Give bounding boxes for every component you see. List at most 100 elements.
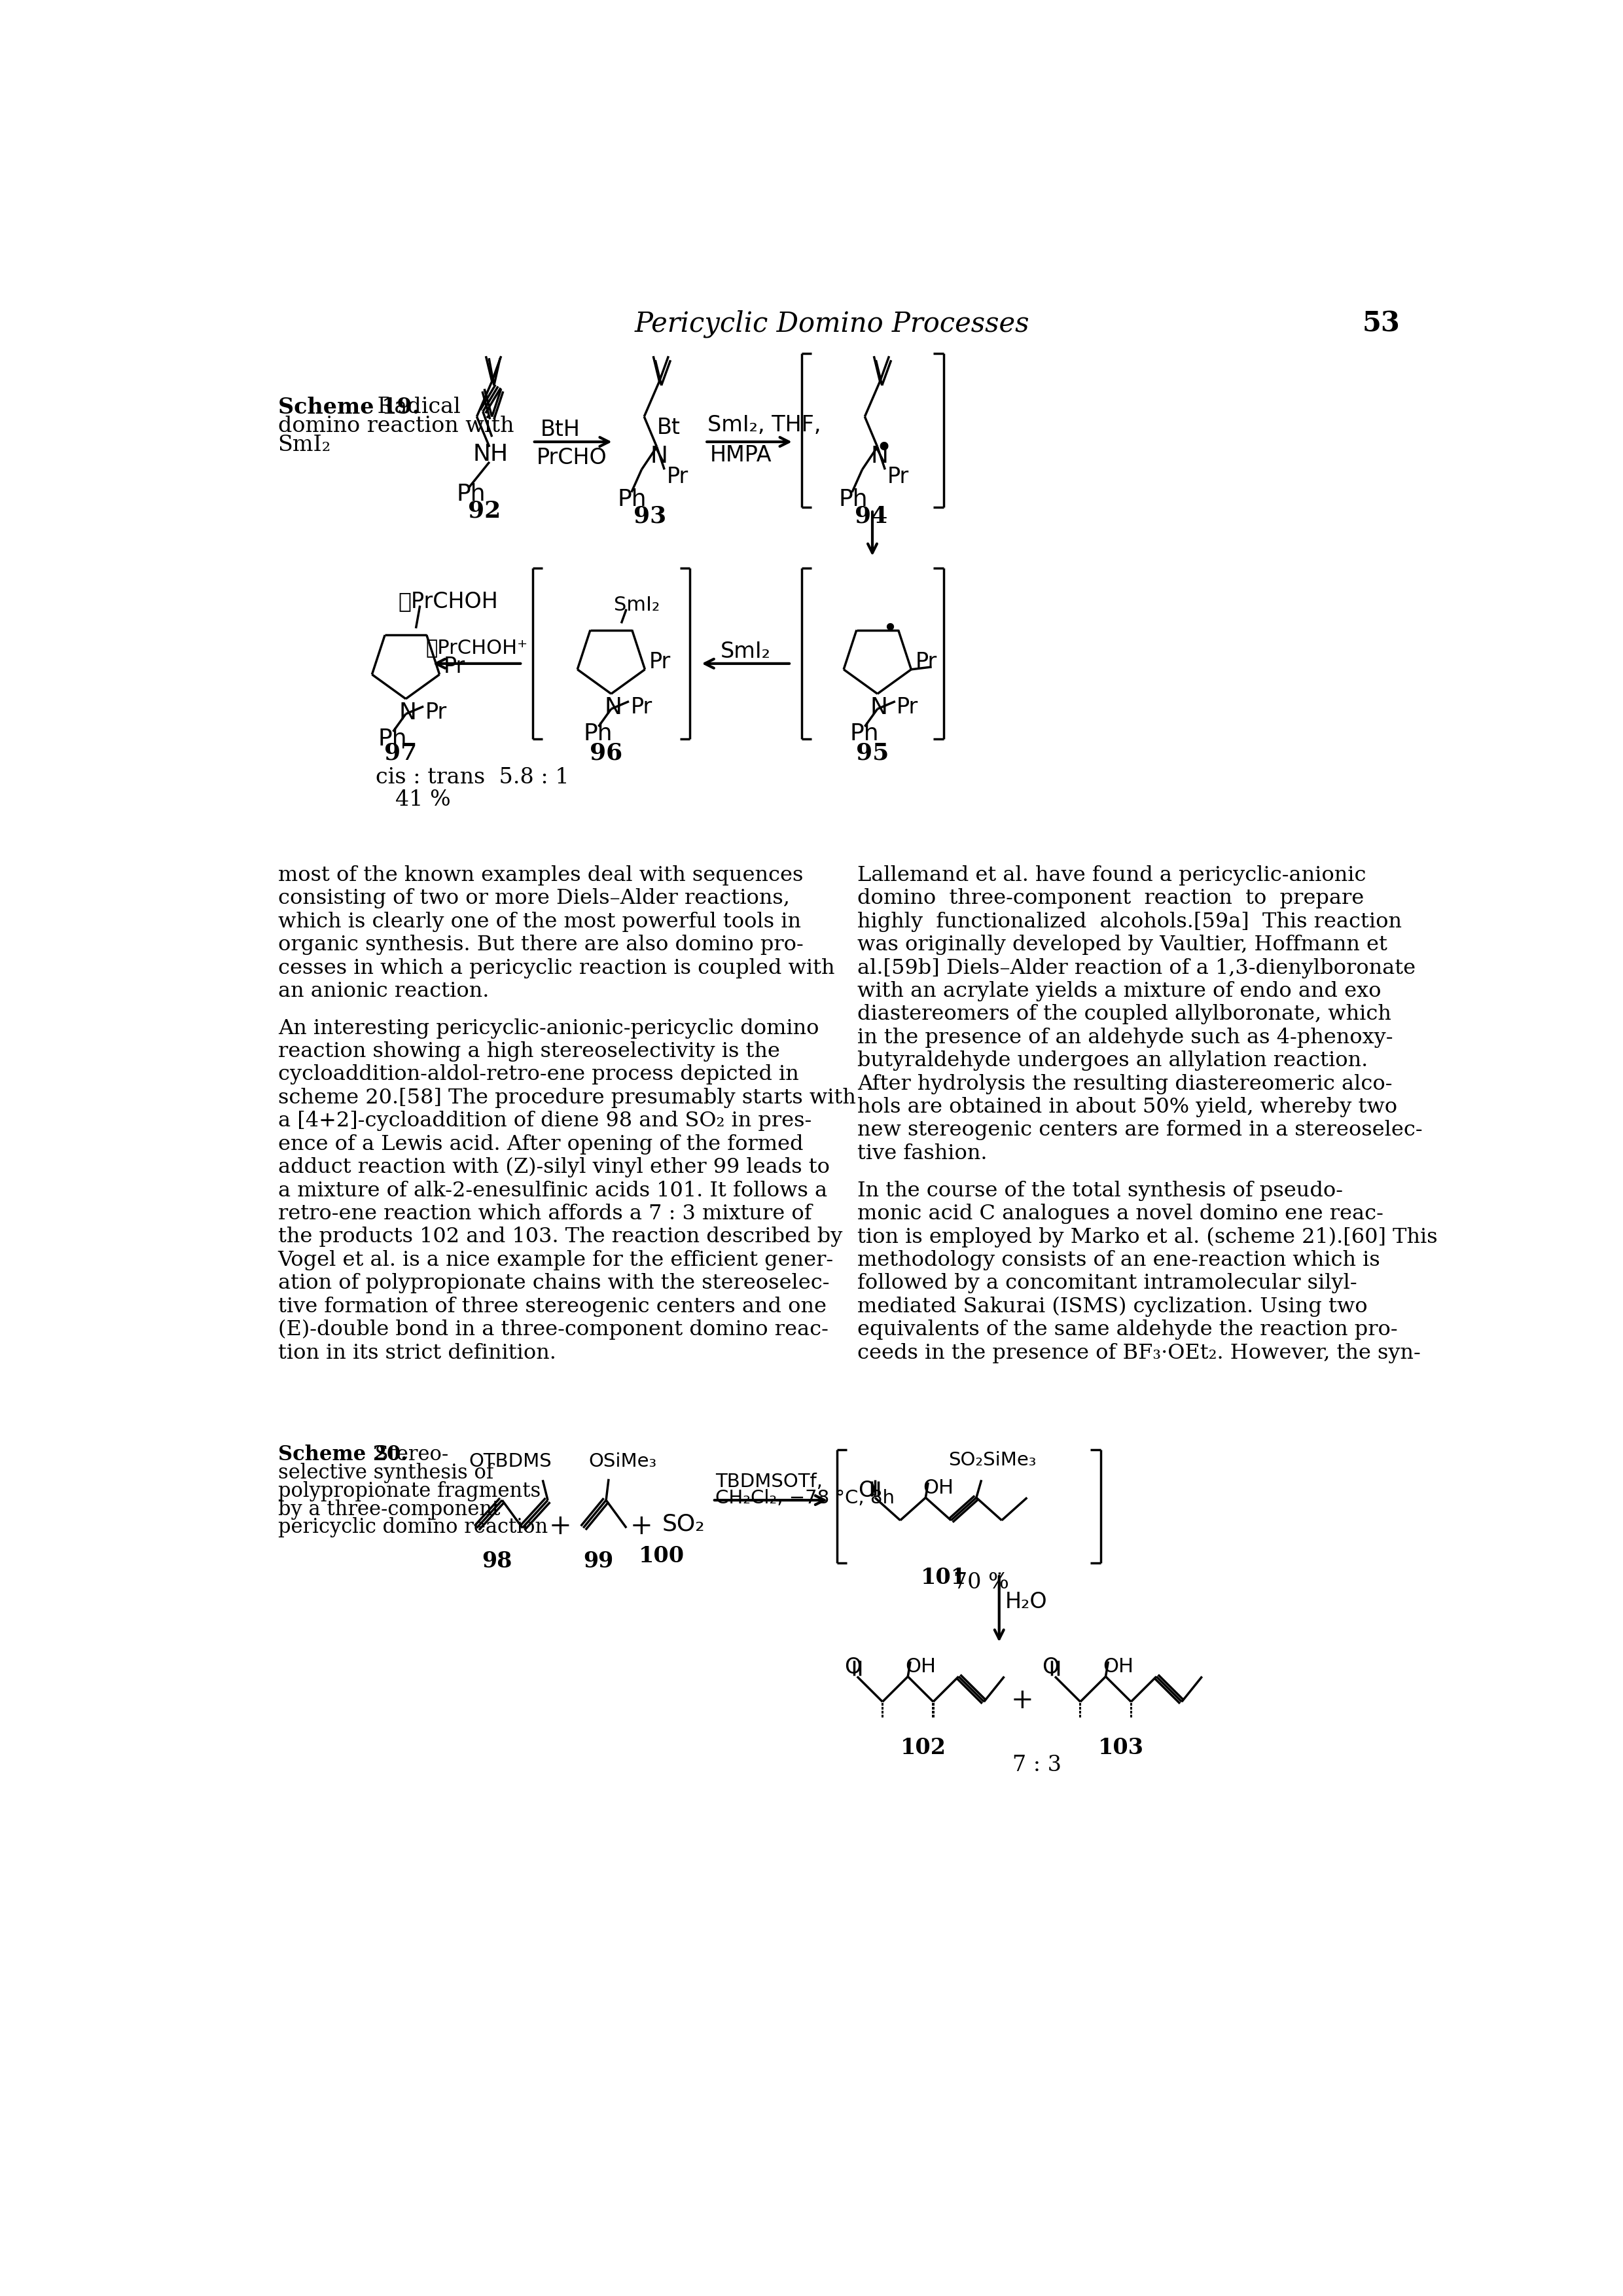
Text: Lallemand et al. have found a pericyclic-anionic: Lallemand et al. have found a pericyclic… bbox=[857, 866, 1367, 886]
Text: SmI₂, THF,: SmI₂, THF, bbox=[708, 413, 821, 436]
Text: PrCHO: PrCHO bbox=[537, 448, 607, 468]
Text: cycloaddition-aldol-retro-ene process depicted in: cycloaddition-aldol-retro-ene process de… bbox=[278, 1065, 799, 1084]
Text: OH: OH bbox=[923, 1479, 954, 1497]
Text: Vogel et al. is a nice example for the efficient gener-: Vogel et al. is a nice example for the e… bbox=[278, 1249, 834, 1270]
Text: 99: 99 bbox=[583, 1550, 613, 1573]
Text: butyraldehyde undergoes an allylation reaction.: butyraldehyde undergoes an allylation re… bbox=[857, 1052, 1368, 1070]
Text: Radical: Radical bbox=[370, 397, 461, 418]
Text: followed by a concomitant intramolecular silyl-: followed by a concomitant intramolecular… bbox=[857, 1274, 1357, 1293]
Text: H₂O: H₂O bbox=[1005, 1591, 1047, 1612]
Text: Pr: Pr bbox=[888, 466, 909, 487]
Text: selective synthesis of: selective synthesis of bbox=[278, 1463, 493, 1483]
Text: Stereo-: Stereo- bbox=[368, 1444, 448, 1465]
Text: Pr: Pr bbox=[896, 696, 919, 719]
Text: O: O bbox=[1042, 1655, 1060, 1678]
Text: tion is employed by Marko et al. (scheme 21).[60] This: tion is employed by Marko et al. (scheme… bbox=[857, 1226, 1438, 1247]
Text: by a three-component: by a three-component bbox=[278, 1499, 500, 1520]
Text: monic acid C analogues a novel domino ene reac-: monic acid C analogues a novel domino en… bbox=[857, 1203, 1383, 1224]
Text: 92: 92 bbox=[467, 501, 502, 521]
Text: Scheme 20.: Scheme 20. bbox=[278, 1444, 407, 1465]
Text: •: • bbox=[875, 434, 893, 461]
Text: a mixture of alk-2-enesulfinic acids 101. It follows a: a mixture of alk-2-enesulfinic acids 101… bbox=[278, 1180, 828, 1201]
Text: with an acrylate yields a mixture of endo and exo: with an acrylate yields a mixture of end… bbox=[857, 980, 1381, 1001]
Text: •: • bbox=[883, 618, 898, 641]
Text: Ph: Ph bbox=[849, 723, 878, 744]
Text: ation of polypropionate chains with the stereoselec-: ation of polypropionate chains with the … bbox=[278, 1274, 829, 1293]
Text: (E)-double bond in a three-component domino reac-: (E)-double bond in a three-component dom… bbox=[278, 1320, 828, 1341]
Text: N: N bbox=[604, 696, 622, 719]
Text: Pr: Pr bbox=[425, 700, 446, 723]
Text: 41 %: 41 % bbox=[396, 790, 451, 810]
Text: the products 102 and 103. The reaction described by: the products 102 and 103. The reaction d… bbox=[278, 1226, 842, 1247]
Text: cis : trans  5.8 : 1: cis : trans 5.8 : 1 bbox=[375, 767, 568, 788]
Text: OH: OH bbox=[906, 1658, 936, 1676]
Text: organic synthesis. But there are also domino pro-: organic synthesis. But there are also do… bbox=[278, 934, 803, 955]
Text: 102: 102 bbox=[901, 1738, 946, 1759]
Text: N: N bbox=[399, 700, 417, 723]
Text: an anionic reaction.: an anionic reaction. bbox=[278, 980, 489, 1001]
Text: which is clearly one of the most powerful tools in: which is clearly one of the most powerfu… bbox=[278, 912, 800, 932]
Text: tion in its strict definition.: tion in its strict definition. bbox=[278, 1343, 557, 1364]
Text: 97: 97 bbox=[385, 742, 417, 765]
Text: HMPA: HMPA bbox=[711, 445, 773, 466]
Text: diastereomers of the coupled allylboronate, which: diastereomers of the coupled allylborona… bbox=[857, 1003, 1391, 1024]
Text: An interesting pericyclic-anionic-pericyclic domino: An interesting pericyclic-anionic-pericy… bbox=[278, 1017, 820, 1038]
Text: SO₂SiMe₃: SO₂SiMe₃ bbox=[948, 1451, 1037, 1469]
Text: OTBDMS: OTBDMS bbox=[469, 1453, 552, 1472]
Text: was originally developed by Vaultier, Hoffmann et: was originally developed by Vaultier, Ho… bbox=[857, 934, 1388, 955]
Text: OSiMe₃: OSiMe₃ bbox=[588, 1453, 656, 1472]
Text: domino reaction with: domino reaction with bbox=[278, 416, 514, 436]
Text: ence of a Lewis acid. After opening of the formed: ence of a Lewis acid. After opening of t… bbox=[278, 1134, 803, 1155]
Text: ceeds in the presence of BF₃·OEt₂. However, the syn-: ceeds in the presence of BF₃·OEt₂. Howev… bbox=[857, 1343, 1420, 1364]
Text: OH: OH bbox=[1104, 1658, 1134, 1676]
Text: most of the known examples deal with sequences: most of the known examples deal with seq… bbox=[278, 866, 803, 886]
Text: pericyclic domino reaction: pericyclic domino reaction bbox=[278, 1518, 547, 1538]
Text: tive fashion.: tive fashion. bbox=[857, 1143, 987, 1164]
Text: N: N bbox=[651, 445, 669, 468]
Text: polypropionate fragments: polypropionate fragments bbox=[278, 1481, 540, 1502]
Text: mediated Sakurai (ISMS) cyclization. Using two: mediated Sakurai (ISMS) cyclization. Usi… bbox=[857, 1297, 1367, 1318]
Text: tive formation of three stereogenic centers and one: tive formation of three stereogenic cent… bbox=[278, 1297, 826, 1316]
Text: Pr: Pr bbox=[915, 652, 936, 673]
Text: In the course of the total synthesis of pseudo-: In the course of the total synthesis of … bbox=[857, 1180, 1342, 1201]
Text: 96: 96 bbox=[589, 742, 623, 765]
Text: N: N bbox=[870, 696, 888, 719]
Text: equivalents of the same aldehyde the reaction pro-: equivalents of the same aldehyde the rea… bbox=[857, 1320, 1397, 1341]
Text: 95: 95 bbox=[855, 742, 889, 765]
Text: 7 : 3: 7 : 3 bbox=[1013, 1754, 1061, 1775]
Text: methodology consists of an ene-reaction which is: methodology consists of an ene-reaction … bbox=[857, 1249, 1380, 1270]
Text: adduct reaction with (Z)-silyl vinyl ether 99 leads to: adduct reaction with (Z)-silyl vinyl eth… bbox=[278, 1157, 829, 1178]
Text: Pericyclic Domino Processes: Pericyclic Domino Processes bbox=[635, 310, 1029, 338]
Text: cesses in which a pericyclic reaction is coupled with: cesses in which a pericyclic reaction is… bbox=[278, 957, 834, 978]
Text: Ph: Ph bbox=[378, 728, 407, 751]
Text: reaction showing a high stereoselectivity is the: reaction showing a high stereoselectivit… bbox=[278, 1042, 779, 1061]
Text: NH: NH bbox=[472, 443, 508, 466]
Text: 53: 53 bbox=[1362, 310, 1399, 338]
Text: 103: 103 bbox=[1099, 1738, 1144, 1759]
Text: SmI₂: SmI₂ bbox=[278, 434, 331, 455]
Text: retro-ene reaction which affords a 7 : 3 mixture of: retro-ene reaction which affords a 7 : 3… bbox=[278, 1203, 812, 1224]
Text: Ph: Ph bbox=[839, 489, 868, 510]
Text: ˹PrCHOH⁺: ˹PrCHOH⁺ bbox=[425, 638, 527, 657]
Text: CH₂Cl₂, −78 °C, 8h: CH₂Cl₂, −78 °C, 8h bbox=[716, 1490, 894, 1508]
Text: Ph: Ph bbox=[583, 723, 612, 744]
Text: ˹PrCHOH: ˹PrCHOH bbox=[398, 590, 498, 613]
Text: SO₂: SO₂ bbox=[662, 1513, 704, 1536]
Text: Pr: Pr bbox=[443, 657, 466, 677]
Text: After hydrolysis the resulting diastereomeric alco-: After hydrolysis the resulting diastereo… bbox=[857, 1075, 1393, 1095]
Text: O: O bbox=[844, 1655, 862, 1678]
Text: highly  functionalized  alcohols.[59a]  This reaction: highly functionalized alcohols.[59a] Thi… bbox=[857, 912, 1402, 932]
Text: 93: 93 bbox=[633, 505, 667, 528]
Text: Pr: Pr bbox=[630, 696, 652, 719]
Text: Bt: Bt bbox=[657, 416, 680, 439]
Text: +: + bbox=[1011, 1688, 1034, 1715]
Text: N: N bbox=[872, 445, 888, 468]
Text: Scheme 19.: Scheme 19. bbox=[278, 397, 419, 418]
Text: in the presence of an aldehyde such as 4-phenoxy-: in the presence of an aldehyde such as 4… bbox=[857, 1026, 1393, 1047]
Text: 94: 94 bbox=[854, 505, 888, 528]
Text: 101: 101 bbox=[920, 1568, 966, 1589]
Text: hols are obtained in about 50% yield, whereby two: hols are obtained in about 50% yield, wh… bbox=[857, 1097, 1397, 1118]
Text: SmI₂: SmI₂ bbox=[613, 595, 659, 615]
Text: Ph: Ph bbox=[456, 482, 485, 505]
Text: Pr: Pr bbox=[649, 652, 670, 673]
